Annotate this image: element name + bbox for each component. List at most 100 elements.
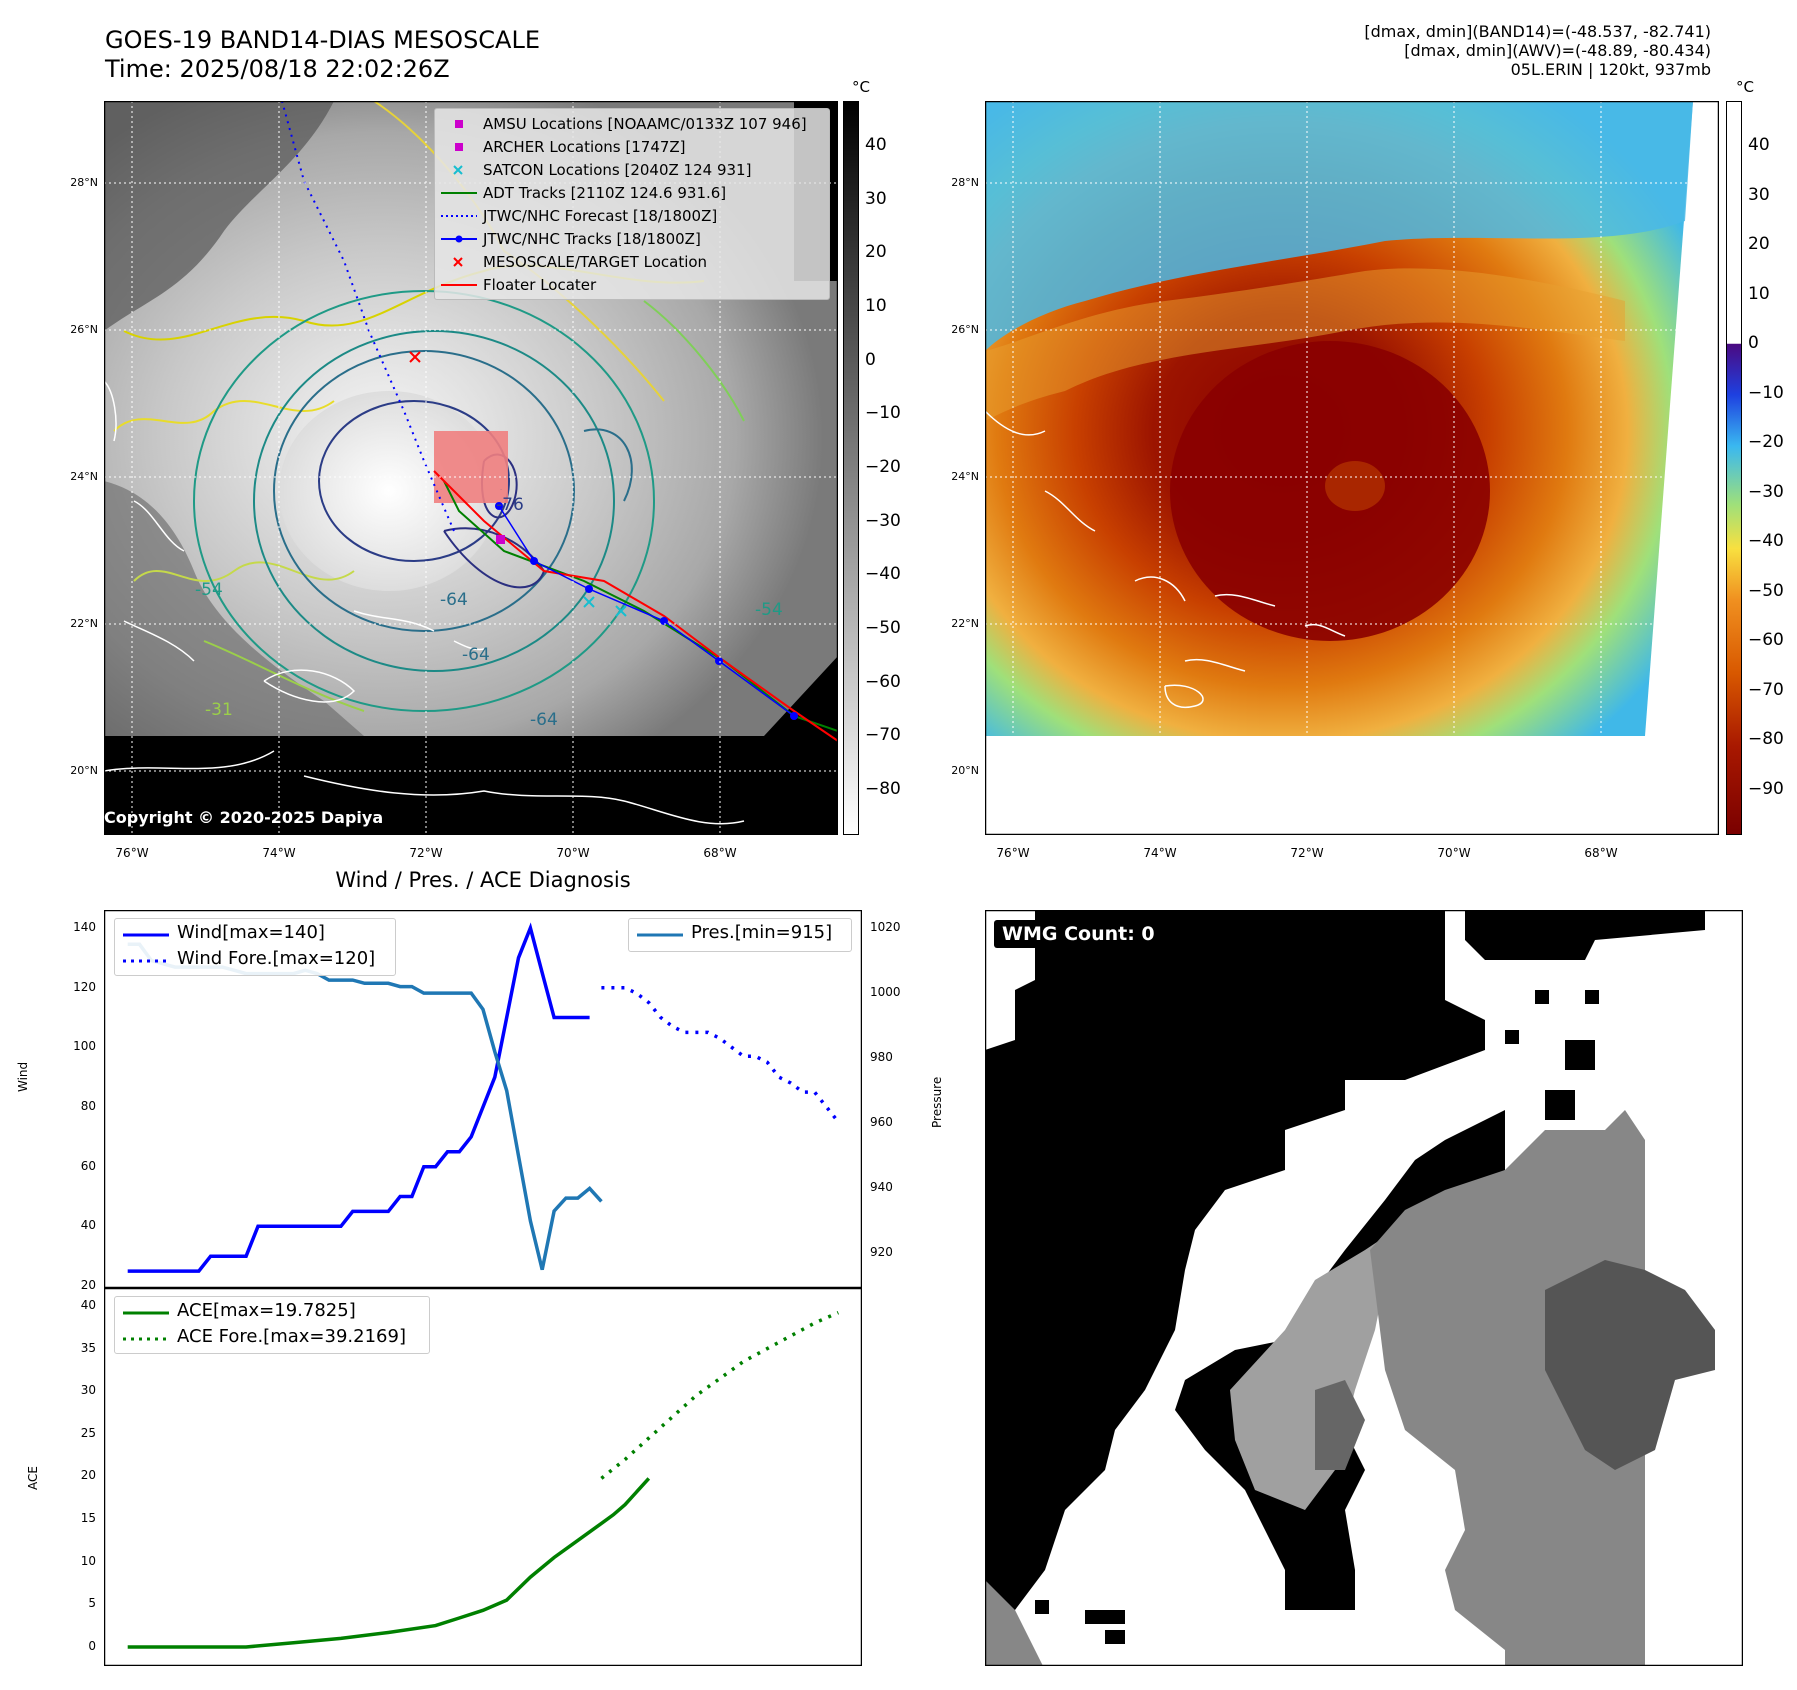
- ace-tick-label: 20: [80, 1468, 96, 1483]
- pressure-tick-label: 1000: [870, 985, 901, 1000]
- archer-location-marker: [496, 535, 505, 544]
- ir-colorbar-tick-label: −30: [865, 510, 901, 531]
- jtwc-nhc-track: [498, 505, 795, 717]
- ace-forecast-line: [600, 1310, 840, 1480]
- ace-tick-label: 40: [80, 1298, 96, 1312]
- pressure-axis-label: Pressure: [930, 1076, 944, 1128]
- lon-label: 68°W: [1584, 846, 1618, 860]
- stats-block: [dmax, dmin](BAND14)=(-48.537, -82.741) …: [1364, 22, 1711, 79]
- wv-colorbar-tick-label: −70: [1748, 679, 1784, 700]
- wmg-count-badge: WMG Count: 0: [994, 920, 1163, 948]
- ace-tick-label: 15: [80, 1511, 96, 1526]
- wind-tick-label: 100: [73, 1039, 96, 1054]
- lon-label: 74°W: [262, 846, 296, 860]
- legend-item-floater: Floater Locater: [441, 276, 597, 294]
- wv-colorbar-tick-label: −90: [1748, 779, 1784, 799]
- lon-label: 70°W: [556, 846, 590, 860]
- legend-ace: ACE[max=19.7825]: [177, 1300, 356, 1321]
- legend-ace-forecast: ACE Fore.[max=39.2169]: [177, 1326, 406, 1347]
- copyright-text: Copyright © 2020-2025 Dapiya: [104, 808, 384, 827]
- ir-colorbar-tick-label: −70: [865, 725, 901, 746]
- ir-colorbar-tick-label: −20: [865, 457, 901, 477]
- contour-label: -31: [205, 700, 233, 720]
- ir-colorbar-tick-label: 10: [865, 296, 887, 316]
- wv-colorbar-tick-label: −30: [1748, 481, 1784, 502]
- wv-colorbar-tick-label: −80: [1748, 729, 1784, 750]
- stats-awv: [dmax, dmin](AWV)=(-48.89, -80.434): [1404, 41, 1711, 60]
- satcon-markers: [583, 596, 627, 617]
- wind-legend: Wind[max=140] Wind Fore.[max=120]: [114, 918, 396, 976]
- wind-tick-label: 80: [80, 1099, 96, 1113]
- wv-colorbar-unit: °C: [1736, 78, 1754, 96]
- jtwc-forecast-track: [281, 101, 455, 532]
- legend-item-jtwc-tracks: JTWC/NHC Tracks [18/1800Z]: [435, 228, 829, 250]
- ir-colorbar-tick-label: 30: [865, 188, 887, 209]
- lat-label: 28°N: [70, 176, 98, 189]
- contour-label: -76: [500, 490, 502, 491]
- wind-tick-label: 60: [80, 1158, 96, 1173]
- ace-tick-label: 30: [80, 1383, 96, 1398]
- contour-label: -54: [755, 600, 783, 620]
- legend-item-adt: ADT Tracks [2110Z 124.6 931.6]: [441, 184, 727, 202]
- wv-colorbar-tick-label: −20: [1748, 432, 1784, 453]
- contour-label: -64: [440, 590, 468, 610]
- wind-tick-label: 140: [73, 920, 96, 934]
- pressure-tick-label: 940: [870, 1180, 893, 1195]
- wv-colorbar-tick-label: −60: [1748, 630, 1784, 651]
- wv-gridlines: [985, 101, 1719, 835]
- stats-band14: [dmax, dmin](BAND14)=(-48.537, -82.741): [1364, 22, 1711, 41]
- contour-label: -76: [496, 495, 524, 515]
- ir-colorbar: [843, 101, 859, 835]
- contour-label: -64: [462, 645, 490, 665]
- ace-tick-label: 5: [88, 1596, 96, 1611]
- lon-label: 72°W: [1290, 846, 1324, 860]
- floater-locater-track: [433, 470, 838, 742]
- wv-colorbar-tick-label: 0: [1748, 333, 1759, 354]
- legend-item-mesoscale: MESOSCALE/TARGET Location: [435, 251, 829, 273]
- lon-label: 74°W: [1143, 846, 1177, 860]
- pressure-tick-label: 920: [870, 1245, 893, 1260]
- contour-label: -54: [195, 580, 223, 600]
- pressure-legend: Pres.[min=915]: [628, 918, 852, 952]
- legend-item-jtwc-forecast: JTWC/NHC Forecast [18/1800Z]: [441, 207, 718, 225]
- storm-info: 05L.ERIN | 120kt, 937mb: [1510, 60, 1711, 79]
- legend-wind-forecast: Wind Fore.[max=120]: [177, 948, 376, 969]
- ace-axis-label: ACE: [26, 1466, 40, 1490]
- ir-colorbar-unit: °C: [852, 78, 870, 96]
- lon-label: 72°W: [409, 846, 443, 860]
- wind-series-line: [127, 922, 590, 1273]
- mesoscale-target-marker: [409, 351, 421, 363]
- legend-item-satcon: SATCON Locations [2040Z 124 931]: [435, 159, 829, 181]
- ir-colorbar-tick-label: −80: [865, 779, 901, 799]
- wv-colorbar-tick-label: 30: [1748, 184, 1770, 205]
- ace-tick-label: 10: [80, 1553, 96, 1568]
- wind-tick-label: 120: [73, 979, 96, 994]
- ir-colorbar-tick-label: 0: [865, 349, 876, 370]
- ir-colorbar-tick-label: 40: [865, 135, 887, 155]
- wv-colorbar-tick-label: −40: [1748, 531, 1784, 552]
- wv-coastlines: [1044, 490, 1346, 708]
- lon-label: 68°W: [703, 846, 737, 860]
- lon-label: 76°W: [996, 846, 1030, 860]
- legend-item-archer: ARCHER Locations [1747Z]: [435, 136, 829, 158]
- ir-gridlines: [104, 101, 838, 835]
- legend-pressure: Pres.[min=915]: [691, 922, 833, 943]
- lat-label: 22°N: [951, 617, 979, 630]
- ace-tick-label: 35: [80, 1340, 96, 1355]
- lat-label: 20°N: [70, 764, 98, 777]
- diagnosis-title: Wind / Pres. / ACE Diagnosis: [335, 868, 631, 892]
- ir-colorbar-tick-label: −40: [865, 564, 901, 585]
- contour-label: -64: [530, 710, 558, 730]
- lat-label: 20°N: [951, 764, 979, 777]
- ir-colorbar-tick-label: −60: [865, 671, 901, 692]
- pressure-tick-label: 960: [870, 1115, 893, 1130]
- legend-wind: Wind[max=140]: [177, 922, 325, 943]
- jtwc-track-points: [495, 502, 798, 720]
- lat-label: 24°N: [70, 470, 98, 483]
- ace-legend: ACE[max=19.7825] ACE Fore.[max=39.2169]: [114, 1296, 430, 1354]
- title-line-2: Time: 2025/08/18 22:02:26Z: [105, 55, 450, 83]
- lat-label: 28°N: [951, 176, 979, 189]
- wind-axis-label: Wind: [16, 1061, 30, 1092]
- floater-locater-box: [434, 431, 508, 503]
- wind-forecast-line: [601, 985, 840, 1123]
